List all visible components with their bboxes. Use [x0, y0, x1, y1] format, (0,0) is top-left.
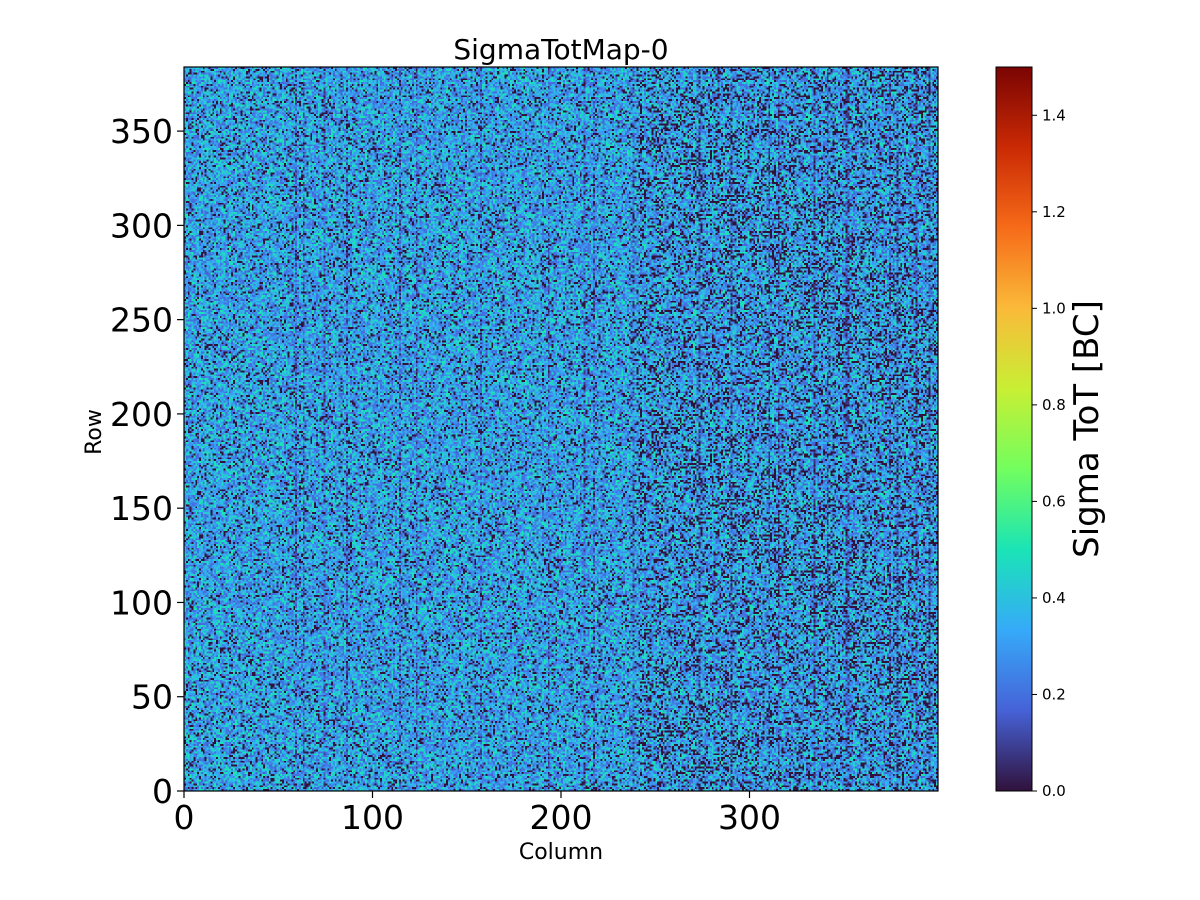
y-tick-label: 250	[110, 301, 173, 340]
y-tick-label: 100	[110, 583, 173, 622]
x-axis-label: Column	[519, 840, 603, 865]
y-tick-label: 0	[152, 772, 173, 811]
y-tick-label: 150	[110, 489, 173, 528]
x-tick-label: 100	[341, 798, 404, 837]
x-tick-label: 200	[530, 798, 593, 837]
colorbar-ticks: 0.0 0.2 0.4 0.6 0.8 1.0 1.2 1.4	[1032, 106, 1066, 800]
x-tick-label: 300	[718, 798, 781, 837]
colorbar-tick-label: 0.2	[1042, 685, 1066, 703]
heatmap-cells	[184, 67, 938, 791]
x-axis: 0 100 200 300	[174, 791, 781, 837]
y-tick-label: 200	[110, 395, 173, 434]
colorbar-tick-label: 1.4	[1042, 106, 1066, 124]
colorbar-tick-label: 0.8	[1042, 396, 1066, 414]
colorbar	[995, 66, 1033, 792]
heatmap-plot-area	[184, 67, 938, 791]
colorbar-label: Sigma ToT [BC]	[1067, 300, 1107, 558]
x-tick-label: 0	[174, 798, 195, 837]
y-tick-label: 300	[110, 206, 173, 245]
colorbar-tick-label: 0.6	[1042, 492, 1066, 510]
y-tick-label: 350	[110, 112, 173, 151]
colorbar-tick-label: 0.0	[1042, 782, 1066, 800]
y-axis-label: Row	[82, 409, 107, 455]
colorbar-tick-label: 0.4	[1042, 589, 1066, 607]
y-axis: 0 50 100 150 200 250 300 350	[110, 112, 184, 811]
colorbar-tick-label: 1.2	[1042, 203, 1066, 221]
colorbar-tick-label: 1.0	[1042, 299, 1066, 317]
chart-title: SigmaTotMap-0	[453, 33, 668, 66]
y-tick-label: 50	[131, 678, 173, 717]
